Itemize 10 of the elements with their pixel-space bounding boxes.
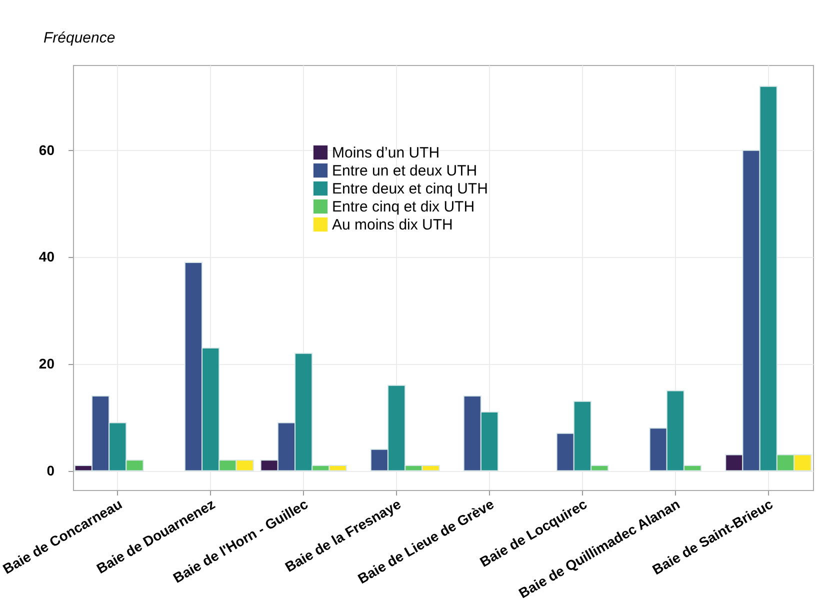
legend-label: Au moins dix UTH [332,216,453,234]
legend-label: Entre cinq et dix UTH [332,198,475,216]
y-tick-label: 40 [38,248,55,265]
y-tick-label: 20 [38,355,55,372]
legend-label: Entre deux et cinq UTH [332,180,488,198]
legend-label: Entre un et deux UTH [332,162,478,180]
y-tick-label: 0 [46,462,55,478]
legend-label: Moins d’un UTH [332,144,440,162]
y-tick-label: 60 [38,142,55,158]
y-axis-title: Fréquence [44,30,116,46]
